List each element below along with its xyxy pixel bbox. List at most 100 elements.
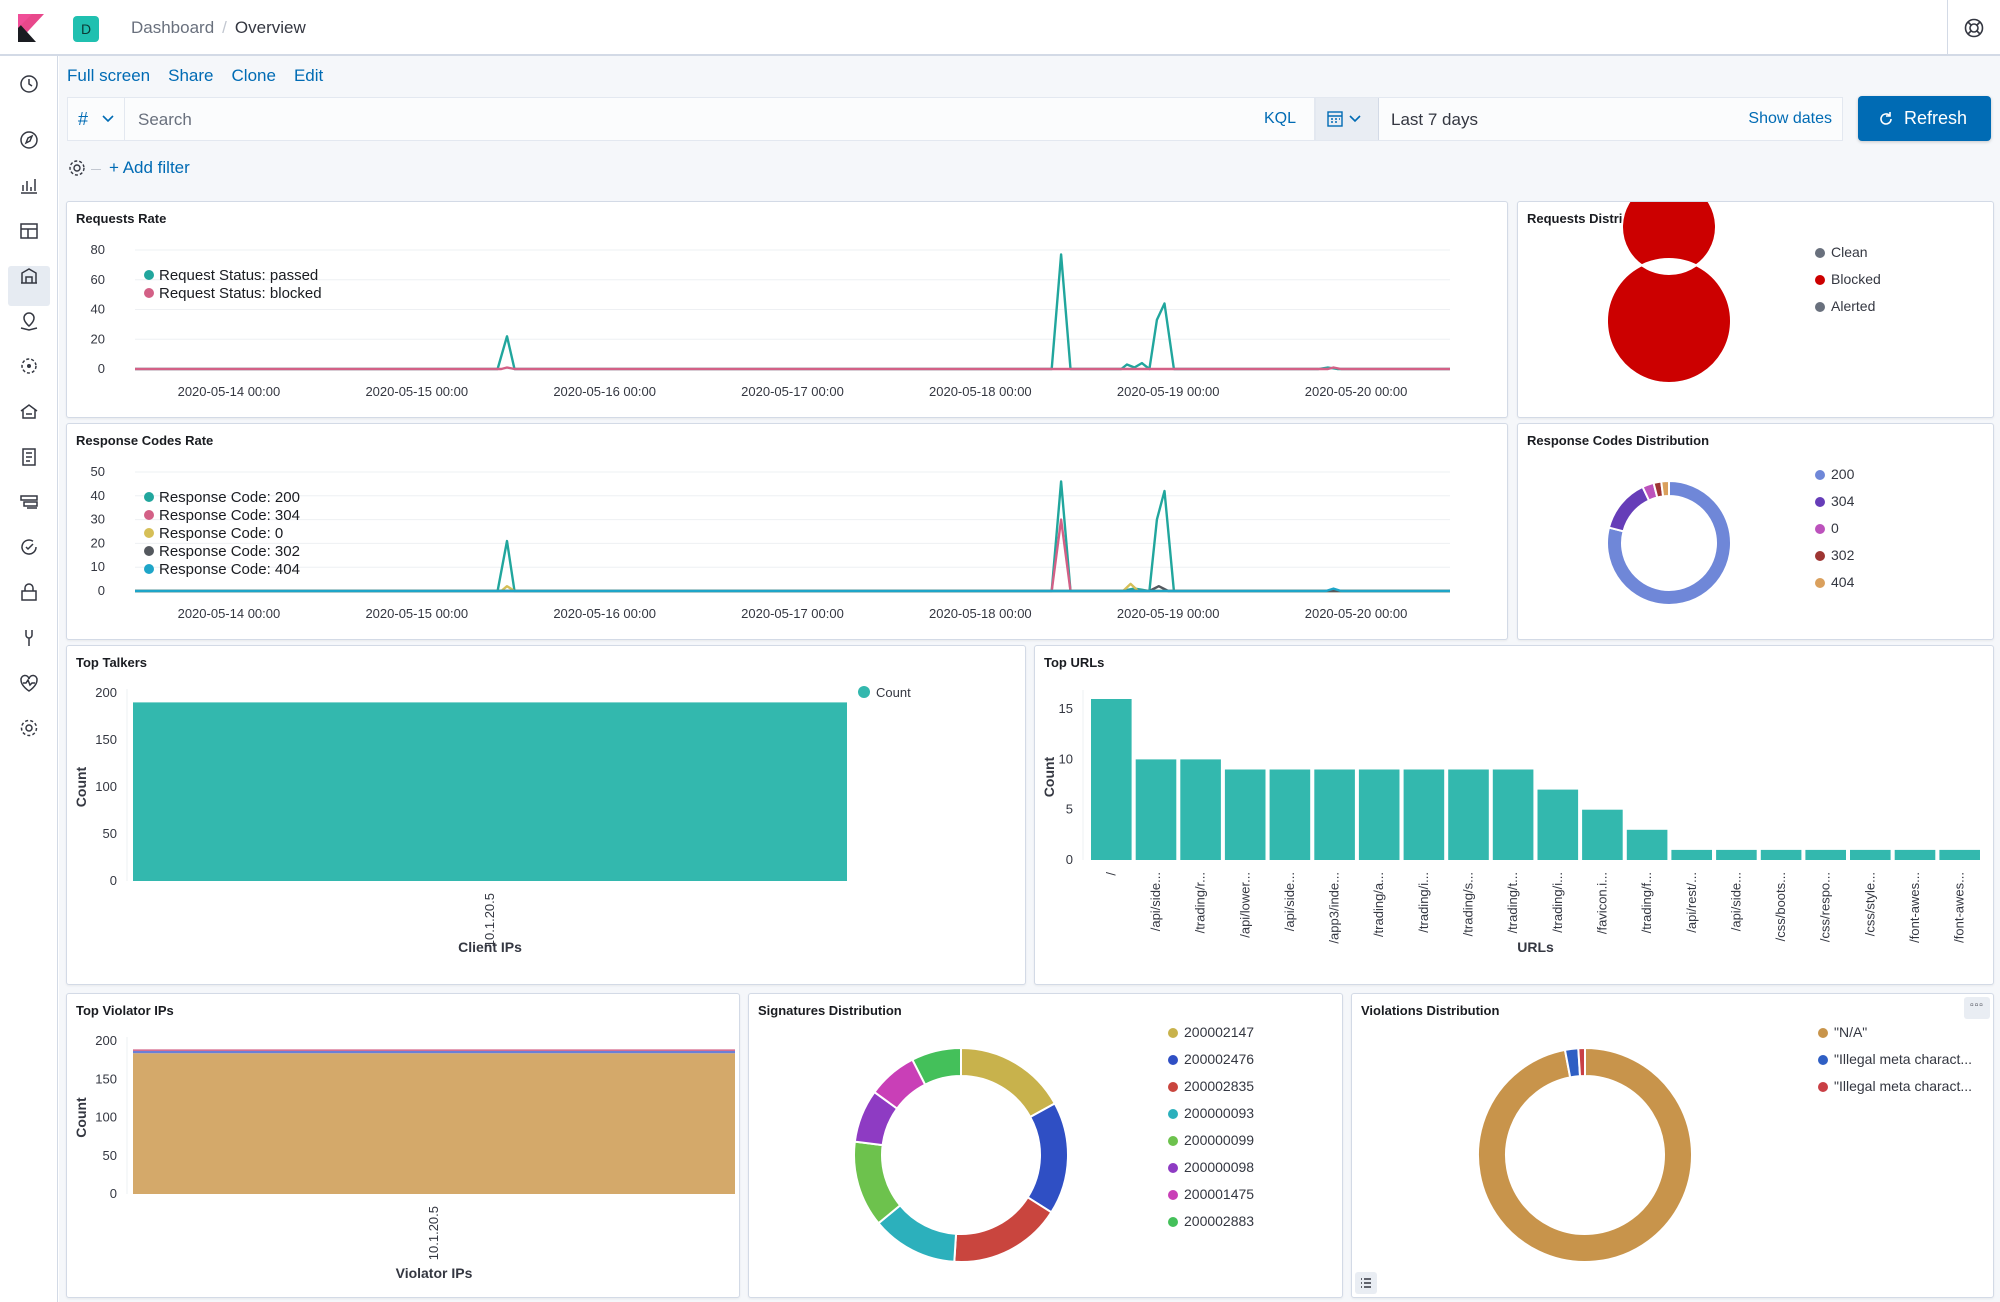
legend-item[interactable]: "Illegal meta charact...	[1818, 1076, 1972, 1103]
refresh-label: Refresh	[1904, 108, 1968, 128]
pie-slice	[953, 1195, 1053, 1263]
legend-dot	[1168, 1055, 1178, 1065]
bar	[1448, 769, 1489, 860]
apm-icon[interactable]	[17, 490, 41, 514]
clock-icon[interactable]	[17, 72, 41, 96]
top-urls-chart: 0 5 10 15 / /api/side... /trading/r... /api/low…	[1041, 690, 1980, 955]
query-language-switcher[interactable]: #	[68, 98, 125, 140]
legend-item[interactable]: 200002883	[1168, 1211, 1254, 1238]
share-link[interactable]: Share	[168, 66, 214, 85]
x-tick-label: 2020-05-14 00:00	[178, 384, 281, 399]
help-menu[interactable]	[1947, 0, 2000, 56]
x-tick-label: /trading/i...	[1550, 872, 1565, 933]
kibana-logo-icon[interactable]	[18, 14, 44, 42]
breadcrumb-dashboard[interactable]: Dashboard	[131, 18, 215, 37]
legend-item[interactable]: 302	[1815, 545, 1854, 572]
pie-slice	[960, 1046, 1057, 1119]
legend-dot	[1818, 1028, 1828, 1038]
x-tick-label: 2020-05-17 00:00	[741, 606, 844, 621]
x-tick-label: 2020-05-16 00:00	[553, 384, 656, 399]
legend-item[interactable]: 200002835	[1168, 1076, 1254, 1103]
ml-icon[interactable]	[17, 354, 41, 378]
legend-label: 0	[1831, 520, 1839, 536]
x-tick-label: 2020-05-18 00:00	[929, 384, 1032, 399]
legend-toggle-icon[interactable]	[1355, 1272, 1377, 1294]
x-tick-label: 2020-05-19 00:00	[1117, 606, 1220, 621]
legend-item[interactable]: "N/A"	[1818, 1022, 1972, 1049]
maps-icon[interactable]	[17, 309, 41, 333]
legend-item[interactable]: 200	[1815, 464, 1854, 491]
legend-item[interactable]: 200000099	[1168, 1130, 1254, 1157]
monitoring-icon[interactable]	[17, 671, 41, 695]
legend-item[interactable]: 200002147	[1168, 1022, 1254, 1049]
management-icon[interactable]	[17, 716, 41, 740]
panel-options-menu-button[interactable]: ▫▫▫	[1964, 997, 1990, 1019]
legend-item[interactable]: Alerted	[1815, 296, 1881, 323]
legend-item[interactable]: "Illegal meta charact...	[1818, 1049, 1972, 1076]
legend-label: Count	[876, 685, 911, 700]
signatures-distribution-panel: Signatures Distribution 200002147 2000024…	[748, 993, 1343, 1298]
x-tick-label: /font-awes...	[1907, 872, 1922, 943]
panel-title: Signatures Distribution	[758, 1003, 902, 1018]
uptime-icon[interactable]	[17, 535, 41, 559]
legend-label: Request Status: blocked	[159, 285, 322, 302]
search-input[interactable]: Search	[138, 110, 192, 129]
clone-link[interactable]: Clone	[231, 66, 276, 85]
legend-label: Response Code: 302	[159, 543, 300, 560]
legend-item[interactable]: 404	[1815, 572, 1854, 599]
legend-dot	[1818, 1055, 1828, 1065]
legend-item[interactable]: 200001475	[1168, 1184, 1254, 1211]
legend-item[interactable]: 200000098	[1168, 1157, 1254, 1184]
x-tick-label: 2020-05-15 00:00	[365, 384, 468, 399]
x-tick-label: /css/boots...	[1773, 872, 1788, 941]
refresh-button[interactable]: Refresh	[1858, 96, 1991, 141]
edit-link[interactable]: Edit	[293, 66, 324, 85]
full-screen-link[interactable]: Full screen	[67, 66, 151, 85]
legend-item[interactable]: Blocked	[1815, 269, 1881, 296]
legend-dot	[144, 510, 154, 520]
space-avatar[interactable]: D	[73, 16, 99, 42]
bar	[1403, 769, 1445, 860]
x-tick-label: 10.1.20.5	[426, 1206, 441, 1260]
dashboard-icon[interactable]	[17, 219, 41, 243]
x-tick-label: /favicon.i...	[1594, 872, 1609, 934]
legend-label: 200001475	[1184, 1186, 1255, 1202]
y-tick-label: 100	[95, 1110, 117, 1125]
legend-item[interactable]: 200002476	[1168, 1049, 1254, 1076]
top-violator-ips-chart: 0 50 100 150 200 10.1.20.5 Violator IPs Count	[73, 1033, 735, 1281]
x-tick-label: /api/side...	[1148, 872, 1163, 931]
signatures-distribution-chart	[853, 1046, 1069, 1263]
y-tick-label: 50	[103, 826, 117, 841]
bar	[1224, 769, 1266, 860]
dashboard-content: Full screen Share Clone Edit # Search KQL L…	[59, 56, 2000, 1302]
infra-icon[interactable]	[17, 399, 41, 423]
legend-label: Response Code: 304	[159, 507, 300, 524]
y-tick-label: 40	[91, 302, 105, 317]
compass-icon[interactable]	[17, 128, 41, 152]
date-range-text[interactable]: Last 7 days	[1391, 110, 1478, 129]
violations-distribution-panel: Violations Distribution "N/A" "Illegal me…	[1351, 993, 1994, 1298]
legend-label: Response Code: 200	[159, 489, 300, 506]
devtools-icon[interactable]	[17, 626, 41, 650]
legend-dot	[1815, 497, 1825, 507]
legend-dot	[144, 528, 154, 538]
x-axis-title: Client IPs	[458, 939, 522, 955]
show-dates-link[interactable]: Show dates	[1748, 110, 1832, 127]
legend-item[interactable]: 304	[1815, 491, 1854, 518]
calendar-icon	[1327, 111, 1361, 127]
x-tick-label: /trading/f...	[1639, 872, 1654, 933]
legend-item[interactable]: Clean	[1815, 242, 1881, 269]
kql-toggle[interactable]: KQL	[1263, 110, 1296, 127]
visualize-icon[interactable]	[17, 173, 41, 197]
logs-icon[interactable]	[17, 445, 41, 469]
filter-settings-gear-icon[interactable]	[67, 158, 87, 178]
quick-date-menu-button[interactable]	[1316, 98, 1379, 140]
x-tick-label: /api/side...	[1282, 872, 1297, 931]
add-filter-button[interactable]: + Add filter	[109, 158, 190, 177]
siem-icon[interactable]	[17, 580, 41, 604]
canvas-icon[interactable]	[17, 264, 41, 288]
legend-dot	[144, 546, 154, 556]
legend-item[interactable]: 200000093	[1168, 1103, 1254, 1130]
help-lifebuoy-icon[interactable]	[1963, 17, 1985, 39]
legend-item[interactable]: 0	[1815, 518, 1854, 545]
